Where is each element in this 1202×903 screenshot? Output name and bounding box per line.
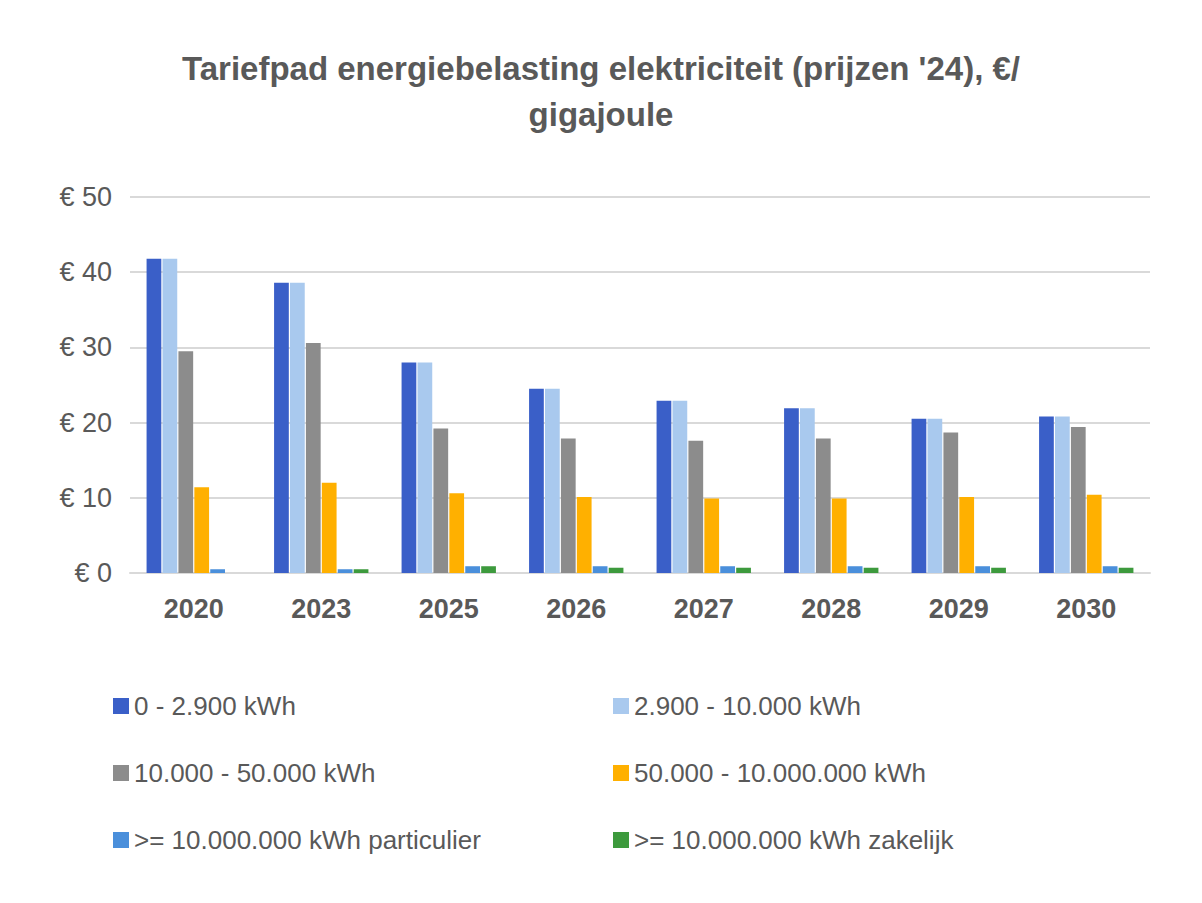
svg-text:2020: 2020 [164,594,224,624]
svg-text:>= 10.000.000 kWh zakelijk: >= 10.000.000 kWh zakelijk [634,825,954,855]
svg-text:€ 0: € 0 [74,558,112,588]
svg-text:2026: 2026 [546,594,606,624]
svg-text:2.900 - 10.000 kWh: 2.900 - 10.000 kWh [634,691,861,721]
svg-text:2027: 2027 [674,594,734,624]
svg-text:10.000 - 50.000 kWh: 10.000 - 50.000 kWh [134,758,375,788]
svg-text:gigajoule: gigajoule [529,96,674,133]
svg-text:>= 10.000.000 kWh particulier: >= 10.000.000 kWh particulier [134,825,481,855]
svg-text:2025: 2025 [419,594,479,624]
svg-text:€ 20: € 20 [59,408,112,438]
svg-text:€ 50: € 50 [59,182,112,212]
svg-text:50.000 - 10.000.000 kWh: 50.000 - 10.000.000 kWh [634,758,926,788]
svg-text:€ 10: € 10 [59,483,112,513]
svg-text:0 - 2.900 kWh: 0 - 2.900 kWh [134,691,296,721]
svg-text:2023: 2023 [291,594,351,624]
svg-text:2029: 2029 [929,594,989,624]
svg-text:€ 30: € 30 [59,332,112,362]
svg-text:Tariefpad energiebelasting ele: Tariefpad energiebelasting elektriciteit… [182,50,1020,87]
svg-text:2030: 2030 [1056,594,1116,624]
svg-text:€ 40: € 40 [59,257,112,287]
svg-text:2028: 2028 [801,594,861,624]
